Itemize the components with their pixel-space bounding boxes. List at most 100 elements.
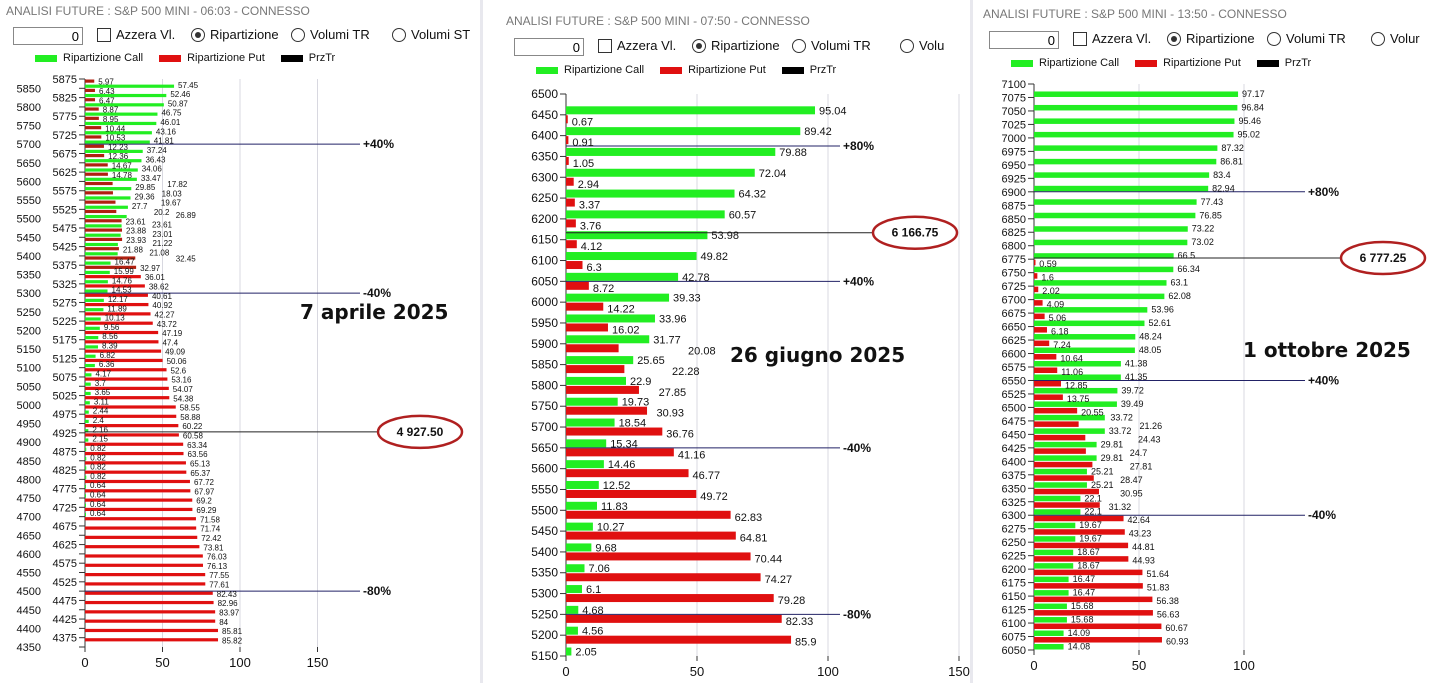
put-bar [85, 628, 219, 633]
call-value-label: 25.65 [637, 355, 665, 367]
put-bar [85, 181, 113, 186]
radio-volumi-tr[interactable]: Volumi TR [291, 27, 370, 42]
put-bar [85, 247, 119, 251]
call-value-label: 22.1 [1084, 493, 1102, 503]
call-value-label: 29.85 [135, 183, 156, 192]
call-bar [85, 242, 118, 247]
y-tick-label: 5450 [17, 232, 41, 244]
call-value-label: 0.82 [90, 444, 106, 453]
y-tick-label: 7000 [1002, 133, 1026, 145]
number-input[interactable]: 0 [13, 27, 83, 45]
call-value-label: 10.13 [105, 314, 126, 323]
legend-prztr-label: PrzTr [1284, 57, 1312, 69]
put-bar [85, 135, 102, 139]
call-value-label: 22.1 [1084, 507, 1102, 517]
call-bar [1034, 185, 1209, 192]
radio-volumi-st[interactable]: Volumi ST [392, 27, 470, 42]
radio-ripartizione[interactable]: Ripartizione [1167, 31, 1255, 46]
radio-volumi-tr[interactable]: Volumi TR [792, 38, 871, 53]
call-bar [566, 168, 755, 177]
y-tick-label: 5650 [531, 441, 558, 455]
y-tick-label: 5950 [531, 316, 558, 330]
put-value-label: 44.93 [1132, 556, 1155, 566]
y-tick-label: 5700 [17, 139, 41, 151]
put-value-label: 23.61 [126, 217, 147, 226]
y-tick-label: 4575 [53, 558, 77, 570]
y-tick-label: 5850 [17, 83, 41, 95]
call-value-label: 22.9 [630, 376, 651, 388]
y-tick-label: 6100 [1002, 618, 1026, 630]
put-value-label: 31.32 [1109, 502, 1132, 512]
y-tick-label: 7100 [1002, 79, 1026, 91]
radio-icon [1371, 31, 1385, 46]
put-value-label: 72.42 [201, 534, 222, 543]
number-input[interactable]: 0 [514, 38, 584, 56]
call-bar [85, 438, 89, 442]
call-value-label: 19.67 [1079, 520, 1102, 530]
put-value-label: 77.61 [209, 581, 230, 590]
call-bar [566, 376, 626, 385]
radio-ripartizione[interactable]: Ripartizione [692, 38, 780, 53]
y-tick-label: 6625 [1002, 335, 1026, 347]
y-tick-label: 6675 [1002, 308, 1026, 320]
put-value-label: 65.37 [190, 469, 211, 478]
put-value-label: 23.88 [126, 227, 147, 236]
call-bar [85, 475, 87, 479]
call-bar [1034, 280, 1167, 286]
call-value-label: 9.68 [595, 542, 616, 554]
checkbox-label: Azzera Vl. [1092, 31, 1152, 46]
put-value-label: 27.85 [659, 387, 687, 399]
y-tick-label: 6250 [1002, 537, 1026, 549]
call-bar [85, 298, 104, 302]
x-tick-label: 0 [562, 664, 569, 679]
put-value-label: 67.97 [194, 487, 215, 496]
put-value-label: 53.16 [171, 376, 192, 385]
panel-separator [970, 0, 973, 683]
radio-label: Volu [919, 38, 945, 53]
call-value-label: 8.39 [102, 342, 118, 351]
call-bar [85, 345, 99, 349]
azzera-checkbox[interactable]: Azzera Vl. [1073, 31, 1151, 46]
azzera-checkbox[interactable]: Azzera Vl. [97, 27, 175, 42]
call-bar [85, 252, 118, 256]
legend-call-label: Ripartizione Call [564, 64, 645, 76]
call-bar [1034, 293, 1165, 300]
legend-call: Ripartizione Call [536, 64, 644, 76]
put-value-label: 3.37 [579, 200, 600, 212]
put-value-label: 13.75 [1067, 394, 1090, 404]
radio-volumi-tr[interactable]: Volumi TR [1267, 31, 1346, 46]
put-value-label: 76.13 [207, 562, 228, 571]
put-value-label: 12.36 [108, 152, 129, 161]
y-tick-label: 5450 [531, 524, 558, 538]
call-value-label: 16.47 [115, 258, 136, 267]
legend: Ripartizione Call Ripartizione Put PrzTr [536, 64, 836, 76]
price-ellipse [871, 215, 959, 250]
call-bar [1034, 347, 1135, 354]
call-bar [85, 205, 128, 209]
put-bar [85, 461, 186, 465]
y-tick-label: 6725 [1002, 281, 1026, 293]
y-tick-label: 6400 [1002, 456, 1026, 468]
radio-ripartizione[interactable]: Ripartizione [191, 27, 279, 42]
y-tick-label: 6125 [1002, 605, 1026, 617]
call-bar [1034, 590, 1069, 596]
put-bar [85, 228, 123, 232]
put-value-label: 6.3 [587, 262, 602, 274]
call-bar [85, 336, 99, 340]
radio-volumi-st[interactable]: Volu [900, 38, 944, 53]
call-value-label: 48.05 [1139, 345, 1162, 355]
level-label: +40% [843, 274, 874, 288]
call-value-label: 2.15 [92, 435, 108, 444]
y-tick-label: 6925 [1002, 173, 1026, 185]
radio-volumi-st[interactable]: Volur [1371, 31, 1420, 46]
put-bar [85, 563, 204, 567]
number-input[interactable]: 0 [989, 31, 1059, 49]
call-value-label: 39.33 [673, 293, 701, 305]
call-bar [85, 224, 122, 228]
put-bar [566, 344, 619, 353]
azzera-checkbox[interactable]: Azzera Vl. [598, 38, 676, 53]
y-tick-label: 6750 [1002, 268, 1026, 280]
y-tick-label: 4600 [17, 549, 41, 561]
toolbar: 0 Azzera Vl. Ripartizione Volumi TR Volu… [975, 31, 1430, 53]
put-value-label: 17.82 [167, 180, 188, 189]
